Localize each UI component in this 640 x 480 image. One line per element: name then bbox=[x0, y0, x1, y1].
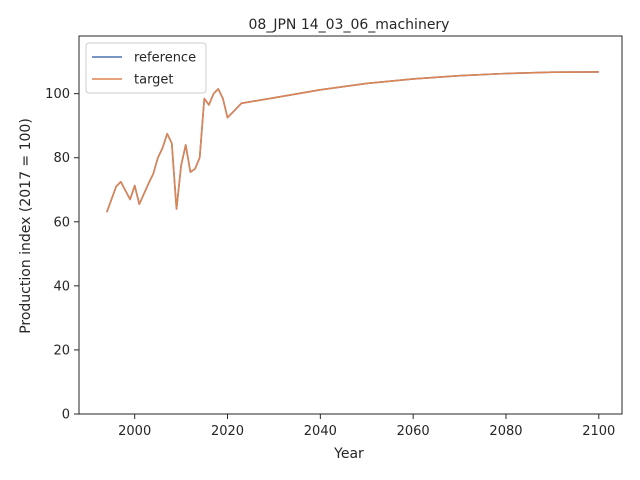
legend-label-target: target bbox=[134, 73, 174, 88]
x-tick-label: 2040 bbox=[304, 424, 337, 439]
y-tick-label: 0 bbox=[62, 408, 70, 423]
x-tick-label: 2100 bbox=[582, 424, 615, 439]
plot-frame bbox=[78, 35, 623, 415]
y-axis-label: Production index (2017 = 100) bbox=[18, 118, 34, 334]
x-tick-label: 2080 bbox=[489, 424, 522, 439]
y-tick-label: 20 bbox=[53, 343, 70, 358]
y-axis: 0 20 40 60 80 100 bbox=[45, 87, 79, 423]
x-axis: 2000 2020 2040 2060 2080 2100 bbox=[118, 414, 615, 439]
x-tick-label: 2060 bbox=[397, 424, 430, 439]
y-tick-label: 100 bbox=[45, 87, 70, 102]
legend-label-reference: reference bbox=[134, 51, 196, 66]
chart-title: 08_JPN 14_03_06_machinery bbox=[249, 17, 450, 33]
x-tick-label: 2000 bbox=[118, 424, 151, 439]
y-tick-label: 60 bbox=[53, 215, 70, 230]
legend: reference target bbox=[85, 42, 207, 94]
legend-box bbox=[85, 42, 207, 94]
y-tick-label: 40 bbox=[53, 279, 70, 294]
series-line-target bbox=[106, 71, 599, 213]
y-tick-label: 80 bbox=[53, 151, 70, 166]
plot-lines bbox=[106, 71, 599, 213]
x-tick-label: 2020 bbox=[211, 424, 244, 439]
x-axis-label: Year bbox=[333, 446, 364, 462]
